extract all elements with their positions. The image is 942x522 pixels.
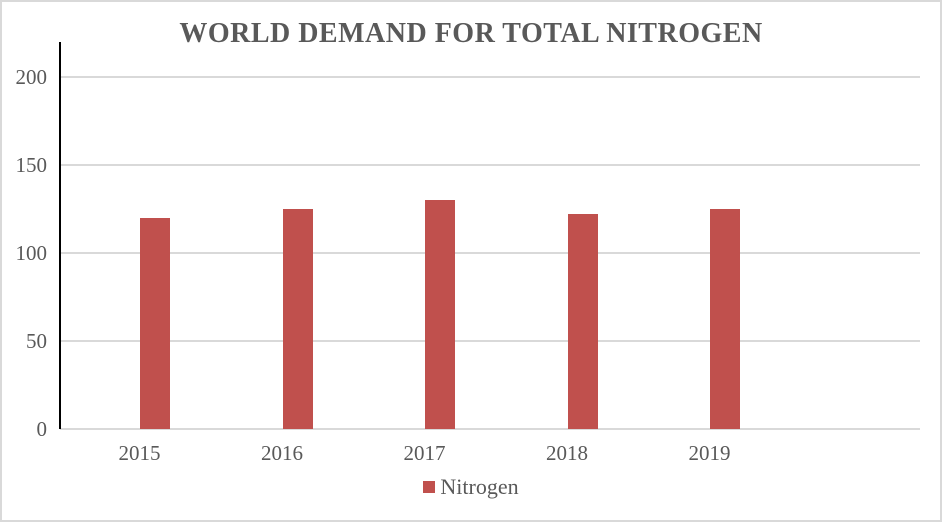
legend-label-nitrogen: Nitrogen (440, 474, 519, 499)
y-tick-label-150: 150 (15, 153, 48, 178)
gridline-200 (60, 76, 920, 79)
gridline-100 (60, 252, 920, 255)
y-tick-label-200: 200 (15, 65, 48, 90)
x-tick-label-2018: 2018 (546, 441, 588, 465)
gridline-0 (60, 428, 920, 430)
bar-2019 (710, 209, 740, 429)
legend-swatch-nitrogen (423, 481, 436, 493)
x-tick-label-2016: 2016 (261, 441, 303, 465)
y-tick-label-100: 100 (15, 241, 48, 266)
x-tick-label-2015: 2015 (118, 441, 161, 465)
bar-2017 (425, 200, 455, 429)
bar-2016 (282, 209, 313, 429)
y-tick-label-50: 50 (26, 329, 47, 354)
y-axis-line (59, 42, 61, 429)
legend: Nitrogen (2, 476, 940, 498)
x-tick-label-2017: 2017 (403, 441, 446, 465)
gridline-50 (60, 340, 920, 343)
chart-title: WORLD DEMAND FOR TOTAL NITROGEN (179, 18, 763, 49)
bar-2018 (567, 214, 598, 429)
y-tick-label-0: 0 (36, 417, 48, 441)
x-tick-label-2019: 2019 (688, 441, 731, 465)
bar-2015 (140, 217, 170, 429)
gridline-150 (60, 164, 920, 167)
